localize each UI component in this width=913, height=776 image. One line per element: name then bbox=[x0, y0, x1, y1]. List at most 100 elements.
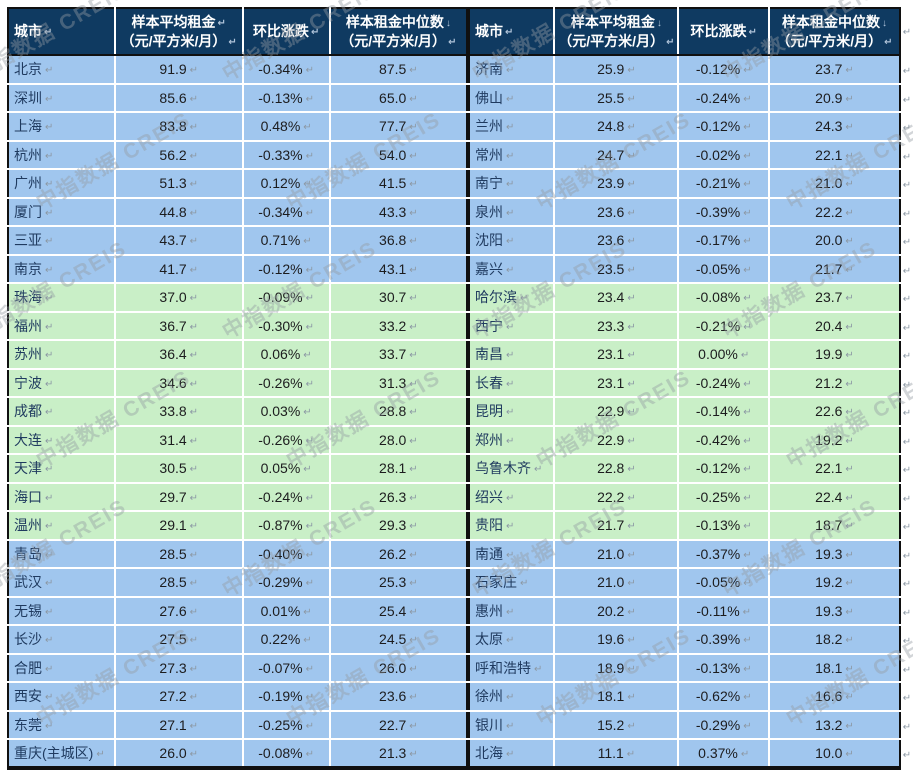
formatting-mark-icon: ↵ bbox=[743, 93, 752, 105]
formatting-mark-icon: ↵ bbox=[409, 521, 418, 533]
median-rent-cell: 29.3 ↵ bbox=[329, 511, 467, 541]
formatting-mark-icon: ↵ bbox=[627, 264, 636, 276]
mom-change-value: -0.12% bbox=[258, 260, 303, 277]
table-row: 石家庄 ↵ 21.0 ↵ -0.05% ↵ 19.2 ↵ bbox=[469, 568, 900, 598]
formatting-mark-icon: ↵ bbox=[627, 435, 636, 447]
table-row: 贵阳 ↵ 21.7 ↵ -0.13% ↵ 18.7 ↵ bbox=[469, 511, 900, 541]
formatting-mark-icon: ↵ bbox=[448, 36, 457, 48]
formatting-mark-icon: ↵ bbox=[902, 151, 912, 163]
mom-change-cell: -0.02% ↵ bbox=[678, 140, 770, 170]
avg-rent-cell: 43.7 ↵ bbox=[114, 226, 244, 256]
formatting-mark-icon: ↵ bbox=[45, 179, 54, 191]
mom-change-value: -0.14% bbox=[695, 403, 741, 420]
formatting-mark-icon: ↵ bbox=[305, 692, 314, 704]
formatting-mark-icon: ↵ bbox=[627, 692, 636, 704]
city-value: 惠州 bbox=[475, 602, 503, 619]
mom-change-value: 0.00% bbox=[698, 346, 738, 363]
avg-rent-cell: 21.0 ↵ bbox=[554, 568, 680, 598]
formatting-mark-icon: ↵ bbox=[305, 663, 314, 675]
city-cell: 西宁 ↵ bbox=[469, 311, 556, 341]
col-header-avg-rent: 样本平均租金 ↵ （元/平方米/月） ↵ bbox=[114, 8, 244, 56]
median-rent-cell: 18.1 ↵ bbox=[768, 653, 900, 683]
formatting-mark-icon: ↵ bbox=[189, 635, 199, 647]
formatting-mark-icon: ↵ bbox=[409, 179, 418, 191]
formatting-mark-icon: ↓ bbox=[881, 18, 887, 30]
formatting-mark-icon: ↵ bbox=[305, 748, 314, 760]
city-cell: 兰州 ↵ bbox=[469, 112, 556, 142]
formatting-mark-icon: ↵ bbox=[303, 635, 312, 647]
formatting-mark-icon: ↵ bbox=[303, 179, 312, 191]
median-rent-cell: 13.2 ↵ bbox=[768, 710, 900, 740]
mom-change-cell: 0.12% ↵ bbox=[242, 169, 331, 199]
mom-change-value: 0.22% bbox=[260, 631, 301, 648]
table-row: 深圳 ↵ 85.6 ↵ -0.13% ↵ 65.0 ↵ bbox=[8, 83, 467, 113]
table-row: 乌鲁木齐 ↵ 22.8 ↵ -0.12% ↵ 22.1 ↵ bbox=[469, 454, 900, 484]
avg-rent-cell: 30.5 ↵ bbox=[114, 454, 244, 484]
avg-rent-value: 23.1 bbox=[597, 374, 625, 391]
median-rent-cell: 21.7 ↵ bbox=[768, 254, 900, 284]
mom-change-cell: -0.34% ↵ bbox=[242, 55, 331, 85]
formatting-mark-icon: ↵ bbox=[305, 207, 314, 219]
mom-change-value: -0.12% bbox=[695, 61, 741, 78]
mom-change-value: -0.17% bbox=[695, 232, 741, 249]
formatting-mark-icon: ↵ bbox=[45, 635, 54, 647]
mom-change-cell: 0.00% ↵ bbox=[678, 340, 770, 370]
formatting-mark-icon: ↵ bbox=[506, 378, 515, 390]
formatting-mark-icon: ↵ bbox=[506, 549, 515, 561]
formatting-mark-icon: ↵ bbox=[902, 664, 912, 676]
median-rent-value: 30.7 bbox=[379, 289, 407, 306]
formatting-mark-icon: ↵ bbox=[506, 264, 515, 276]
city-cell: 重庆(主城区) ↵ bbox=[8, 739, 116, 768]
median-rent-cell: 22.1 ↵ bbox=[768, 454, 900, 484]
formatting-mark-icon: ↵ bbox=[45, 692, 54, 704]
formatting-mark-icon: ↵ bbox=[845, 720, 854, 732]
formatting-mark-icon: ↵ bbox=[409, 663, 418, 675]
avg-rent-value: 41.7 bbox=[159, 260, 187, 277]
avg-rent-cell: 20.2 ↵ bbox=[554, 596, 680, 626]
median-rent-value: 33.2 bbox=[379, 317, 407, 334]
table-row: 三亚 ↵ 43.7 ↵ 0.71% ↵ 36.8 ↵ bbox=[8, 226, 467, 256]
city-cell: 长沙 ↵ bbox=[8, 625, 116, 655]
avg-rent-value: 36.4 bbox=[159, 346, 187, 363]
formatting-mark-icon: ↵ bbox=[506, 606, 515, 618]
median-rent-value: 18.7 bbox=[815, 517, 843, 534]
avg-rent-value: 26.0 bbox=[159, 744, 187, 761]
median-rent-cell: 25.3 ↵ bbox=[329, 568, 467, 598]
mom-change-cell: -0.11% ↵ bbox=[678, 596, 770, 626]
formatting-mark-icon: ↵ bbox=[627, 150, 636, 162]
mom-change-value: -0.40% bbox=[258, 545, 303, 562]
median-rent-cell: 19.2 ↵ bbox=[768, 568, 900, 598]
formatting-mark-icon: ↵ bbox=[305, 150, 314, 162]
median-rent-cell: 54.0 ↵ bbox=[329, 140, 467, 170]
city-cell: 北海 ↵ bbox=[469, 739, 556, 768]
median-rent-value: 26.3 bbox=[379, 488, 407, 505]
formatting-mark-icon: ↵ bbox=[743, 378, 752, 390]
col-header-avg-rent: 样本平均租金 ↓ （元/平方米/月） ↵ bbox=[554, 8, 680, 56]
formatting-mark-icon: ↵ bbox=[409, 293, 418, 305]
city-value: 乌鲁木齐 bbox=[475, 460, 531, 477]
formatting-mark-icon: ↵ bbox=[845, 321, 854, 333]
city-value: 温州 bbox=[14, 517, 42, 534]
formatting-mark-icon: ↵ bbox=[627, 207, 636, 219]
col-header-median-rent: 样本租金中位数 ↓ （元/平方米/月） ↵ bbox=[329, 8, 467, 56]
city-value: 苏州 bbox=[14, 346, 42, 363]
table-row: 长沙 ↵ 27.5 ↵ 0.22% ↵ 24.5 ↵ bbox=[8, 625, 467, 655]
city-cell: 昆明 ↵ bbox=[469, 397, 556, 427]
formatting-mark-icon: ↵ bbox=[189, 492, 199, 504]
avg-rent-cell: 27.6 ↵ bbox=[114, 596, 244, 626]
median-rent-value: 24.5 bbox=[379, 631, 407, 648]
table-row: 南京 ↵ 41.7 ↵ -0.12% ↵ 43.1 ↵ bbox=[8, 254, 467, 284]
avg-rent-value: 23.6 bbox=[597, 232, 625, 249]
formatting-mark-icon: ↵ bbox=[743, 720, 752, 732]
city-value: 天津 bbox=[14, 460, 42, 477]
mom-change-value: 0.71% bbox=[260, 232, 301, 249]
formatting-mark-icon: ↵ bbox=[748, 27, 757, 39]
avg-rent-value: 19.6 bbox=[597, 631, 625, 648]
formatting-mark-icon: ↵ bbox=[189, 407, 199, 419]
formatting-mark-icon: ↵ bbox=[845, 350, 854, 362]
city-value: 郑州 bbox=[475, 431, 503, 448]
city-value: 长春 bbox=[475, 374, 503, 391]
median-rent-cell: 18.2 ↵ bbox=[768, 625, 900, 655]
city-value: 福州 bbox=[14, 317, 42, 334]
formatting-mark-icon: ↵ bbox=[506, 122, 515, 134]
